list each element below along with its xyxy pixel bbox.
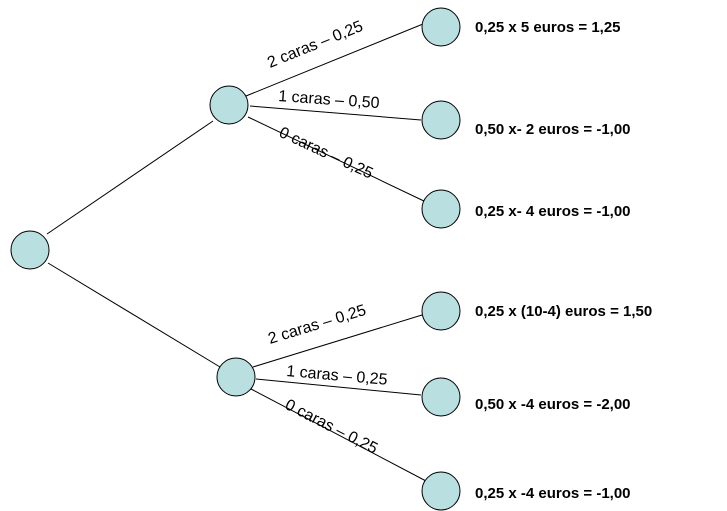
- edge-upper-2-caras: [245, 23, 424, 97]
- edge-lower-2-caras: [252, 314, 423, 368]
- edge-label-lower-1-caras: 1 caras – 0,25: [286, 363, 389, 389]
- leaf-node-upper-2-caras: [421, 7, 461, 47]
- leaf-node-lower-1-caras: [421, 377, 461, 417]
- edge-lower-0-caras: [250, 388, 427, 482]
- edge-label-lower-2-caras: 2 caras – 0,25: [266, 302, 368, 348]
- edge-label-upper-1-caras: 1 caras – 0,50: [278, 88, 380, 112]
- edge-label-upper-2-caras: 2 caras – 0,25: [265, 18, 365, 72]
- leaf-node-upper-1-caras: [421, 100, 461, 140]
- edge-root-to-lower-node: [47, 262, 221, 368]
- root-node: [10, 230, 50, 270]
- outcome-label-upper-1-caras: 0,50 x- 2 euros = -1,00: [475, 121, 631, 138]
- edge-upper-1-caras: [249, 105, 422, 121]
- leaf-node-lower-0-caras: [421, 471, 461, 511]
- edge-root-to-upper-node: [46, 120, 214, 235]
- edge-label-upper-0-caras: 0 caras – 0,25: [276, 124, 375, 182]
- outcome-label-lower-2-caras: 0,25 x (10-4) euros = 1,50: [475, 303, 652, 320]
- outcome-label-lower-1-caras: 0,50 x -4 euros = -2,00: [475, 396, 631, 413]
- edge-lower-1-caras: [255, 378, 422, 396]
- leaf-node-lower-2-caras: [421, 291, 461, 331]
- upper-branch-node: [209, 85, 249, 125]
- edge-label-lower-0-caras: 0 caras – 0,25: [282, 396, 380, 457]
- edge-upper-0-caras: [247, 116, 427, 203]
- outcome-label-upper-0-caras: 0,25 x- 4 euros = -1,00: [475, 203, 631, 220]
- lower-branch-node: [216, 357, 256, 397]
- outcome-label-upper-2-caras: 0,25 x 5 euros = 1,25: [475, 19, 621, 36]
- outcome-label-lower-0-caras: 0,25 x -4 euros = -1,00: [475, 485, 631, 502]
- leaf-node-upper-0-caras: [421, 189, 461, 229]
